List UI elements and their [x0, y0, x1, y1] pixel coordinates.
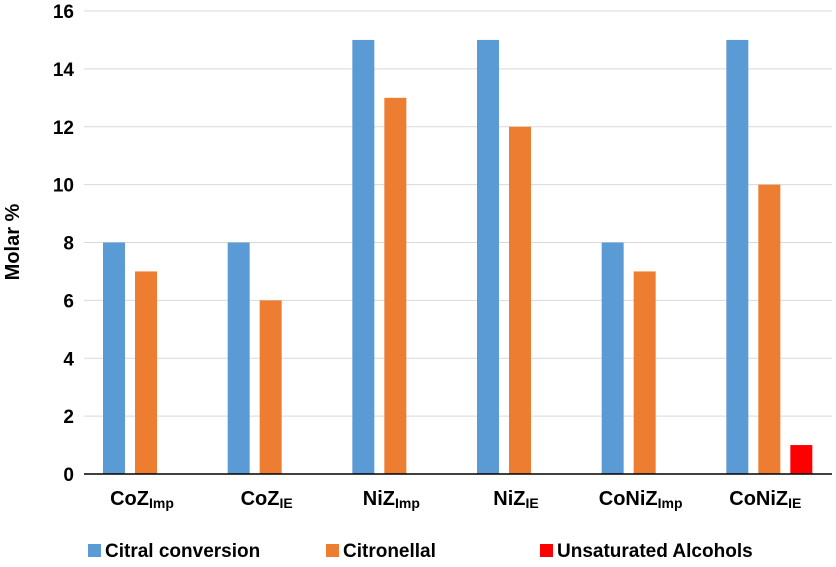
y-axis-label: Molar %: [2, 203, 24, 280]
bar-citral-conversion: [726, 39, 749, 474]
bar-citronellal: [135, 271, 157, 474]
y-tick-label: 16: [53, 2, 74, 23]
y-axis-ticks: 0 2 4 6 8 10 12 14 16: [53, 2, 75, 486]
legend-swatch: [540, 544, 553, 557]
bar-citral-conversion: [103, 242, 125, 474]
bar-citronellal: [384, 97, 407, 474]
y-tick-label: 2: [63, 407, 74, 428]
legend-label: Unsaturated Alcohols: [557, 541, 753, 562]
bar-citral-conversion: [352, 39, 375, 474]
gridlines: [84, 10, 832, 417]
bar-unsaturated-alcohols: [790, 445, 813, 474]
bar-citral-conversion: [477, 39, 499, 474]
legend: Citral conversion Citronellal Unsaturated …: [88, 541, 753, 562]
y-tick-label: 8: [63, 234, 74, 255]
legend-swatch: [326, 544, 339, 557]
bars: [103, 39, 813, 474]
y-tick-label: 10: [53, 176, 74, 197]
x-tick-label: CoZIE: [241, 488, 293, 511]
x-tick-label: NiZIE: [493, 488, 538, 511]
x-tick-label: CoNiZImp: [599, 488, 683, 511]
y-tick-label: 0: [63, 465, 74, 486]
bar-citronellal: [259, 300, 282, 474]
legend-label: Citronellal: [343, 541, 436, 562]
legend-label: Citral conversion: [105, 541, 260, 562]
x-axis-ticks: CoZImp CoZIE NiZImp NiZIE CoNiZImp CoNiZIE: [110, 488, 801, 511]
y-tick-label: 6: [63, 291, 74, 312]
bar-citronellal: [509, 126, 531, 474]
bar-citronellal: [758, 184, 781, 474]
y-tick-label: 14: [53, 60, 75, 81]
bar-citral-conversion: [601, 242, 624, 474]
y-tick-label: 12: [53, 118, 74, 139]
x-tick-label: CoNiZIE: [729, 488, 801, 511]
legend-swatch: [88, 544, 101, 557]
bar-citral-conversion: [227, 242, 250, 474]
bar-citronellal: [633, 271, 656, 474]
x-tick-label: NiZImp: [363, 488, 420, 511]
y-tick-label: 4: [63, 349, 74, 370]
x-tick-label: CoZImp: [110, 488, 174, 511]
